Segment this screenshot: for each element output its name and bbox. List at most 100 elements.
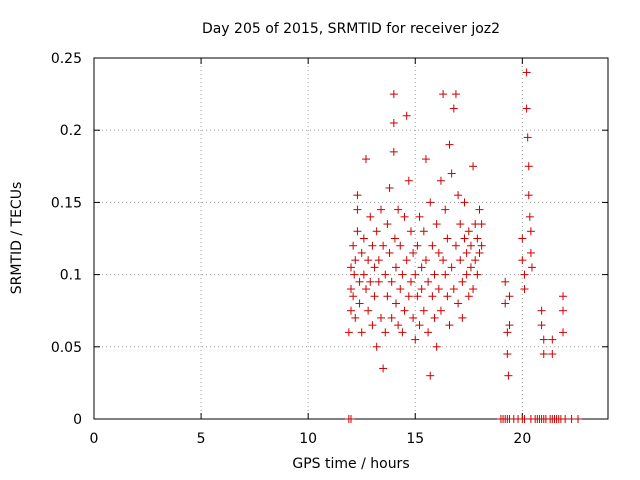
data-point <box>501 299 510 308</box>
data-point <box>419 306 428 315</box>
data-point <box>398 328 407 337</box>
data-point <box>477 241 486 250</box>
data-point <box>526 227 535 236</box>
data-point <box>379 364 388 373</box>
data-point <box>347 415 355 423</box>
chart-title: Day 205 of 2015, SRMTID for receiver joz… <box>202 21 500 37</box>
data-point <box>353 191 362 200</box>
data-point <box>522 104 531 113</box>
data-point <box>389 90 398 99</box>
data-point <box>469 162 478 171</box>
data-point <box>447 263 456 272</box>
data-point <box>436 306 445 315</box>
data-point <box>417 285 426 294</box>
data-point <box>426 198 435 207</box>
data-point <box>522 68 531 77</box>
data-point <box>432 342 441 351</box>
data-point <box>353 227 362 236</box>
data-point <box>381 270 390 279</box>
data-point <box>389 118 398 127</box>
data-point <box>404 176 413 185</box>
data-point <box>434 248 443 257</box>
data-point <box>400 306 409 315</box>
data-point <box>445 321 454 330</box>
data-point <box>357 248 366 257</box>
data-point <box>361 155 370 164</box>
data-point <box>428 241 437 250</box>
data-point <box>501 277 510 286</box>
x-tick-label: 5 <box>197 431 206 447</box>
data-point <box>351 313 360 322</box>
data-point <box>428 292 437 301</box>
data-point <box>394 205 403 214</box>
data-point <box>353 205 362 214</box>
data-point <box>460 234 469 243</box>
data-point <box>430 270 439 279</box>
data-point <box>389 147 398 156</box>
data-point <box>460 198 469 207</box>
tick-layer: 0 5 10 15 20 0 0.05 0.1 0.15 0.2 0.25 <box>51 51 608 447</box>
data-point <box>404 292 413 301</box>
y-tick-label: 0.2 <box>60 123 82 139</box>
data-point <box>413 241 422 250</box>
data-point <box>398 270 407 279</box>
data-point <box>449 104 458 113</box>
data-point <box>503 350 512 359</box>
x-axis-label: GPS time / hours <box>292 456 409 472</box>
data-point <box>441 205 450 214</box>
data-point <box>451 241 460 250</box>
data-point <box>454 299 463 308</box>
data-point <box>402 256 411 265</box>
x-tick-label: 0 <box>90 431 99 447</box>
data-point <box>458 313 467 322</box>
data-point <box>349 292 358 301</box>
data-point <box>458 277 467 286</box>
data-point <box>413 292 422 301</box>
data-point <box>469 285 478 294</box>
data-point <box>441 270 450 279</box>
data-point <box>409 313 418 322</box>
data-point <box>368 241 377 250</box>
data-point <box>409 248 418 257</box>
data-point <box>383 220 392 229</box>
data-point <box>347 306 355 315</box>
data-point <box>527 263 536 272</box>
data-point <box>361 285 370 294</box>
data-point <box>439 90 448 99</box>
data-point <box>426 371 435 380</box>
data-point <box>370 292 379 301</box>
data-point <box>406 277 415 286</box>
data-point <box>415 212 424 221</box>
data-point <box>372 342 381 351</box>
data-point <box>406 227 415 236</box>
data-point <box>385 183 394 192</box>
y-tick-label: 0.05 <box>51 340 82 356</box>
data-point <box>443 292 452 301</box>
data-point <box>559 328 568 337</box>
data-point <box>464 292 473 301</box>
data-point <box>357 328 366 337</box>
data-point <box>381 328 390 337</box>
data-point <box>374 256 383 265</box>
y-tick-label: 0.15 <box>51 195 82 211</box>
data-point <box>466 263 475 272</box>
data-point <box>524 162 533 171</box>
data-point <box>372 227 381 236</box>
data-point <box>376 313 385 322</box>
data-point <box>387 277 396 286</box>
data-point <box>475 205 484 214</box>
data-point <box>355 277 364 286</box>
y-tick-label: 0 <box>73 412 82 428</box>
data-point <box>434 285 443 294</box>
data-point <box>379 241 388 250</box>
data-point <box>505 321 514 330</box>
data-point <box>464 227 473 236</box>
data-point <box>387 313 396 322</box>
data-point <box>415 321 424 330</box>
data-point <box>402 111 411 120</box>
data-point <box>359 270 368 279</box>
data-point <box>359 234 368 243</box>
